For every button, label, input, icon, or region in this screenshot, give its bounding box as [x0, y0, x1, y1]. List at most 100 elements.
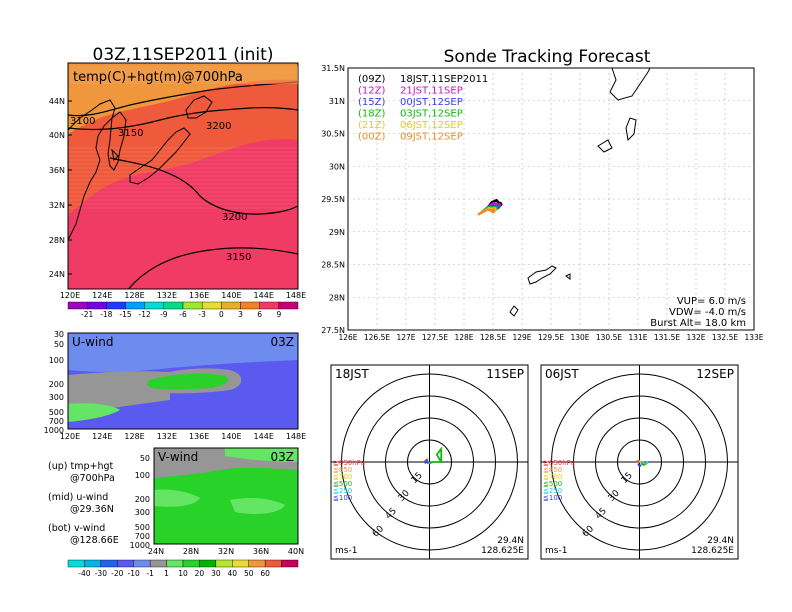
contour-label: 3200 [206, 121, 231, 132]
v-label: V-wind [158, 450, 198, 464]
track-x-tick-label: 130E [570, 333, 589, 342]
track-x-tick-label: 128E [454, 333, 473, 342]
wind-colorbar-label: 30 [211, 569, 221, 578]
colorbar-label: 3 [238, 310, 243, 319]
v-lat-label: 32N [218, 547, 234, 556]
wind-colorbar-label: 1 [164, 569, 169, 578]
note-1-a: (up) tmp+hgt [48, 461, 114, 472]
wind-colorbar-swatch [166, 559, 184, 568]
v-lat-label: 28N [183, 547, 199, 556]
lat-tick-label: 40N [49, 131, 65, 140]
colorbar-label: -3 [198, 310, 206, 319]
hodo-date: 12SEP [696, 367, 734, 381]
legend-time: 03JST,12SEP [400, 109, 463, 120]
hodo-level-label: ≦500 [333, 480, 352, 488]
temperature-colorbar: -21 -18 -15 -12 -9 -6 -3 0 3 6 9 [67, 301, 299, 319]
top-map-label: temp(C)+hgt(m)@700hPa [73, 70, 243, 85]
lat-tick-label: 36N [49, 166, 65, 175]
note-3-a: (bot) v-wind [48, 523, 105, 534]
legend-code: (15Z) [358, 97, 385, 108]
colorbar-swatch [144, 301, 165, 310]
colorbar-label: -6 [179, 310, 187, 319]
legend-code: (12Z) [358, 86, 385, 97]
left-title: 03Z,11SEP2011 (init) [93, 45, 274, 65]
v-pressure-label: 500 [135, 523, 150, 532]
hodo-level-label: ≧850hPa [543, 459, 575, 467]
contour-label: 3100 [70, 116, 95, 127]
wind-colorbar: -40 -30 -20 -10 -1 1 10 20 30 40 50 60 [67, 559, 299, 578]
wind-colorbar-swatch [281, 559, 299, 568]
legend-code: (00Z) [358, 132, 385, 143]
wind-colorbar-label: -30 [95, 569, 107, 578]
hodo-trace-5 [637, 463, 642, 468]
v-pressure-label: 300 [135, 508, 150, 517]
u-lon-label: 144E [254, 432, 274, 441]
u-pressure-label: 700 [49, 417, 64, 426]
top-map-label-bg [70, 66, 298, 84]
u-pressure-label: 100 [49, 356, 64, 365]
right-title: Sonde Tracking Forecast [444, 47, 651, 67]
track-y-tick-label: 30.5N [321, 130, 345, 139]
u-pressure-label: 50 [54, 340, 64, 349]
wind-colorbar-swatch [67, 559, 85, 568]
vdw-text: VDW= -4.0 m/s [669, 307, 746, 318]
contour-label: 3200 [222, 212, 247, 223]
note-3-b: @128.66E [70, 535, 119, 546]
track-y-tick-label: 27.5N [321, 326, 345, 335]
u-lon-label: 140E [221, 432, 241, 441]
hodo-level-label: ≦850 [333, 466, 352, 474]
v-pressure-label: 700 [135, 532, 150, 541]
u-green [147, 373, 228, 390]
contour-label: 3150 [118, 128, 143, 139]
track-y-tick-label: 29.5N [321, 195, 345, 204]
hodo-lon: 128.625E [481, 546, 524, 556]
top-map-frame [67, 62, 299, 290]
legend-time: 09JST,12SEP [400, 132, 463, 143]
track-x-tick-label: 132.5E [712, 333, 738, 342]
wind-colorbar-label: 20 [195, 569, 205, 578]
hodo-date: 11SEP [486, 367, 524, 381]
temperature-map: temp(C)+hgt(m)@700hPa 3100 3150 3200 320… [49, 62, 306, 300]
v-lat-label: 24N [148, 547, 164, 556]
wind-colorbar-label: 50 [244, 569, 254, 578]
note-2-a: (mid) u-wind [48, 492, 108, 503]
track-x-tick-label: 131.5E [654, 333, 680, 342]
hodo-level-label: ≦100 [333, 494, 352, 502]
hodo-time: 06JST [545, 367, 579, 381]
u-pressure-label: 500 [49, 408, 64, 417]
v-frame [153, 447, 299, 545]
colorbar-swatch [67, 301, 88, 310]
track-y-tick-label: 30N [329, 162, 345, 171]
colorbar-swatch [240, 301, 260, 310]
wind-colorbar-swatch [248, 559, 266, 568]
track-x-tick-label: 128.5E [480, 333, 506, 342]
track-y-tick-label: 29N [329, 228, 345, 237]
legend-code: (18Z) [358, 109, 385, 120]
map-stripes [68, 147, 298, 209]
colorbar-label: 0 [219, 310, 224, 319]
track-y-tick-label: 28N [329, 293, 345, 302]
u-lon-label: 148E [286, 432, 306, 441]
v-lat-label: 36N [253, 547, 269, 556]
wind-colorbar-label: -10 [128, 569, 140, 578]
u-frame [67, 332, 299, 430]
lon-tick-label: 132E [157, 291, 177, 300]
v-light-1 [154, 489, 200, 507]
wind-colorbar-swatch [84, 559, 102, 568]
hodo-lat: 29.4N [497, 536, 524, 546]
hodo-level-label: ≧850hPa [333, 459, 365, 467]
legend-code: (09Z) [358, 74, 385, 85]
colorbar-label: 9 [276, 310, 281, 319]
colorbar-swatch [221, 301, 241, 310]
lon-tick-label: 120E [60, 291, 80, 300]
lat-tick-label: 28N [49, 236, 65, 245]
lat-tick-label: 44N [49, 97, 65, 106]
v-light-2 [230, 497, 285, 514]
wind-colorbar-label: -40 [78, 569, 90, 578]
lat-tick-label: 32N [49, 201, 65, 210]
hodo-level-label: ≦100 [543, 494, 562, 502]
u-upper [68, 333, 298, 372]
u-lon-label: 124E [92, 432, 112, 441]
